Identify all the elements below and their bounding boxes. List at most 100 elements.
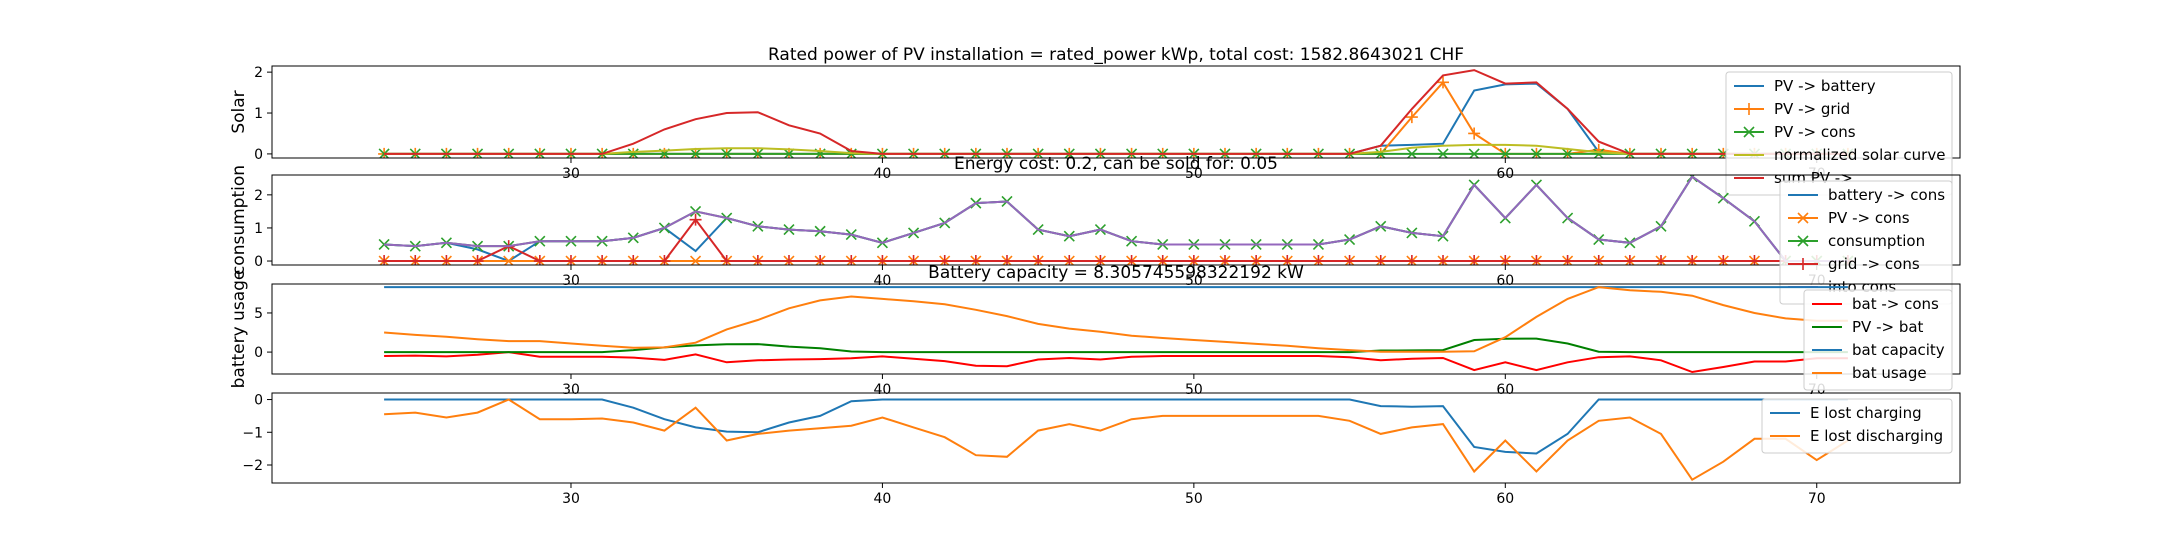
data-point	[1405, 255, 1418, 265]
legend-marker	[1797, 212, 1809, 224]
data-point	[503, 255, 515, 265]
y-tick-label: 1	[254, 106, 263, 122]
legend-entry: E lost charging	[1810, 404, 1922, 422]
x-tick-label: 50	[1185, 491, 1203, 507]
y-tick-label: −2	[242, 458, 263, 474]
series-line-2	[384, 80, 1848, 155]
data-point	[751, 255, 764, 265]
data-point	[1032, 255, 1045, 265]
data-point	[1561, 255, 1574, 265]
data-point	[1094, 255, 1107, 265]
data-point	[440, 255, 453, 265]
data-point	[720, 255, 733, 265]
plot-frame	[271, 283, 1961, 375]
data-point	[1125, 255, 1138, 265]
x-tick-label: 30	[562, 491, 580, 507]
data-point	[1468, 127, 1481, 140]
plot-frame	[271, 174, 1961, 266]
data-point	[658, 255, 671, 265]
data-point	[689, 213, 702, 226]
data-point	[1437, 255, 1450, 265]
x-tick-label: 60	[1496, 382, 1514, 398]
data-point	[689, 255, 702, 265]
data-point	[627, 255, 640, 265]
x-tick-label: 70	[1808, 491, 1826, 507]
series-line-3	[384, 175, 1848, 262]
x-tick-label: 50	[1185, 382, 1203, 398]
legend-marker	[1743, 126, 1755, 138]
data-point	[1499, 148, 1511, 158]
data-point	[1219, 255, 1231, 265]
data-point	[471, 255, 484, 265]
data-point	[845, 255, 858, 265]
y-tick-label: 1	[254, 221, 263, 237]
y-tick-label: −1	[242, 425, 263, 441]
legend-entry: bat -> cons	[1852, 295, 1939, 313]
data-point	[1374, 255, 1387, 265]
data-point	[1530, 255, 1543, 265]
data-point	[814, 255, 827, 265]
data-point	[533, 255, 546, 265]
legend-entry: PV -> cons	[1774, 123, 1856, 141]
series-line-2	[384, 337, 1848, 354]
data-point	[1717, 255, 1730, 265]
data-point	[1063, 255, 1076, 265]
y-tick-label: 2	[254, 188, 263, 204]
x-tick-label: 40	[874, 382, 892, 398]
data-point	[1748, 255, 1761, 265]
data-point	[1499, 255, 1512, 265]
y-tick-label: 0	[254, 345, 263, 361]
data-point	[1187, 255, 1200, 265]
chart-panel-3: Battery capacity = 8.305745598322192 kW b…	[229, 263, 1961, 398]
legend-entry: PV -> battery	[1774, 77, 1876, 95]
series-line-4	[384, 286, 1848, 353]
data-point	[783, 148, 795, 158]
legend-entry: PV -> cons	[1828, 209, 1910, 227]
legend: PV -> battery PV -> grid PV -> cons normali…	[1725, 71, 1953, 196]
data-point	[1250, 255, 1263, 265]
data-point	[409, 255, 422, 265]
series-line-1	[384, 398, 1848, 455]
legend: E lost charging E lost discharging	[1761, 398, 1953, 454]
legend-entry: PV -> grid	[1774, 100, 1850, 118]
y-axis-label: Solar	[229, 90, 249, 133]
legend-entry: consumption	[1828, 232, 1925, 250]
data-point	[1312, 255, 1325, 265]
y-tick-label: 0	[254, 393, 263, 409]
data-point	[378, 255, 391, 265]
data-point	[1468, 148, 1480, 158]
plot-frame	[271, 65, 1961, 159]
legend-frame	[1803, 289, 1953, 391]
data-point	[721, 148, 733, 158]
plot-frame	[271, 392, 1961, 484]
legend-marker	[1797, 235, 1809, 247]
data-point	[596, 255, 609, 265]
data-point	[1686, 255, 1699, 265]
y-tick-label: 0	[254, 254, 263, 270]
data-point	[938, 255, 951, 265]
y-axis-label: consumption	[229, 165, 249, 275]
data-point	[627, 148, 639, 158]
data-point	[752, 148, 764, 158]
chart-panel-1: Rated power of PV installation = rated_p…	[229, 45, 1961, 182]
x-tick-label: 40	[874, 166, 892, 182]
data-point	[1562, 148, 1574, 158]
chart-title: Energy cost: 0.2, can be sold for: 0.05	[954, 154, 1278, 174]
data-point	[1406, 148, 1418, 158]
y-tick-label: 2	[254, 65, 263, 81]
series-line-1	[384, 351, 1848, 374]
data-point	[1437, 148, 1449, 158]
chart-title: Battery capacity = 8.305745598322192 kW	[928, 263, 1304, 283]
data-point	[1592, 255, 1605, 265]
data-point	[1530, 148, 1543, 158]
x-tick-label: 40	[874, 273, 892, 289]
data-point	[1405, 111, 1418, 124]
y-tick-label: 0	[254, 147, 263, 163]
data-point	[782, 255, 795, 265]
data-point	[1655, 255, 1668, 265]
data-point	[1281, 255, 1294, 265]
x-tick-label: 60	[1496, 166, 1514, 182]
legend-entry: PV -> bat	[1852, 318, 1924, 336]
series-line-1	[384, 175, 1848, 263]
x-tick-label: 60	[1496, 491, 1514, 507]
